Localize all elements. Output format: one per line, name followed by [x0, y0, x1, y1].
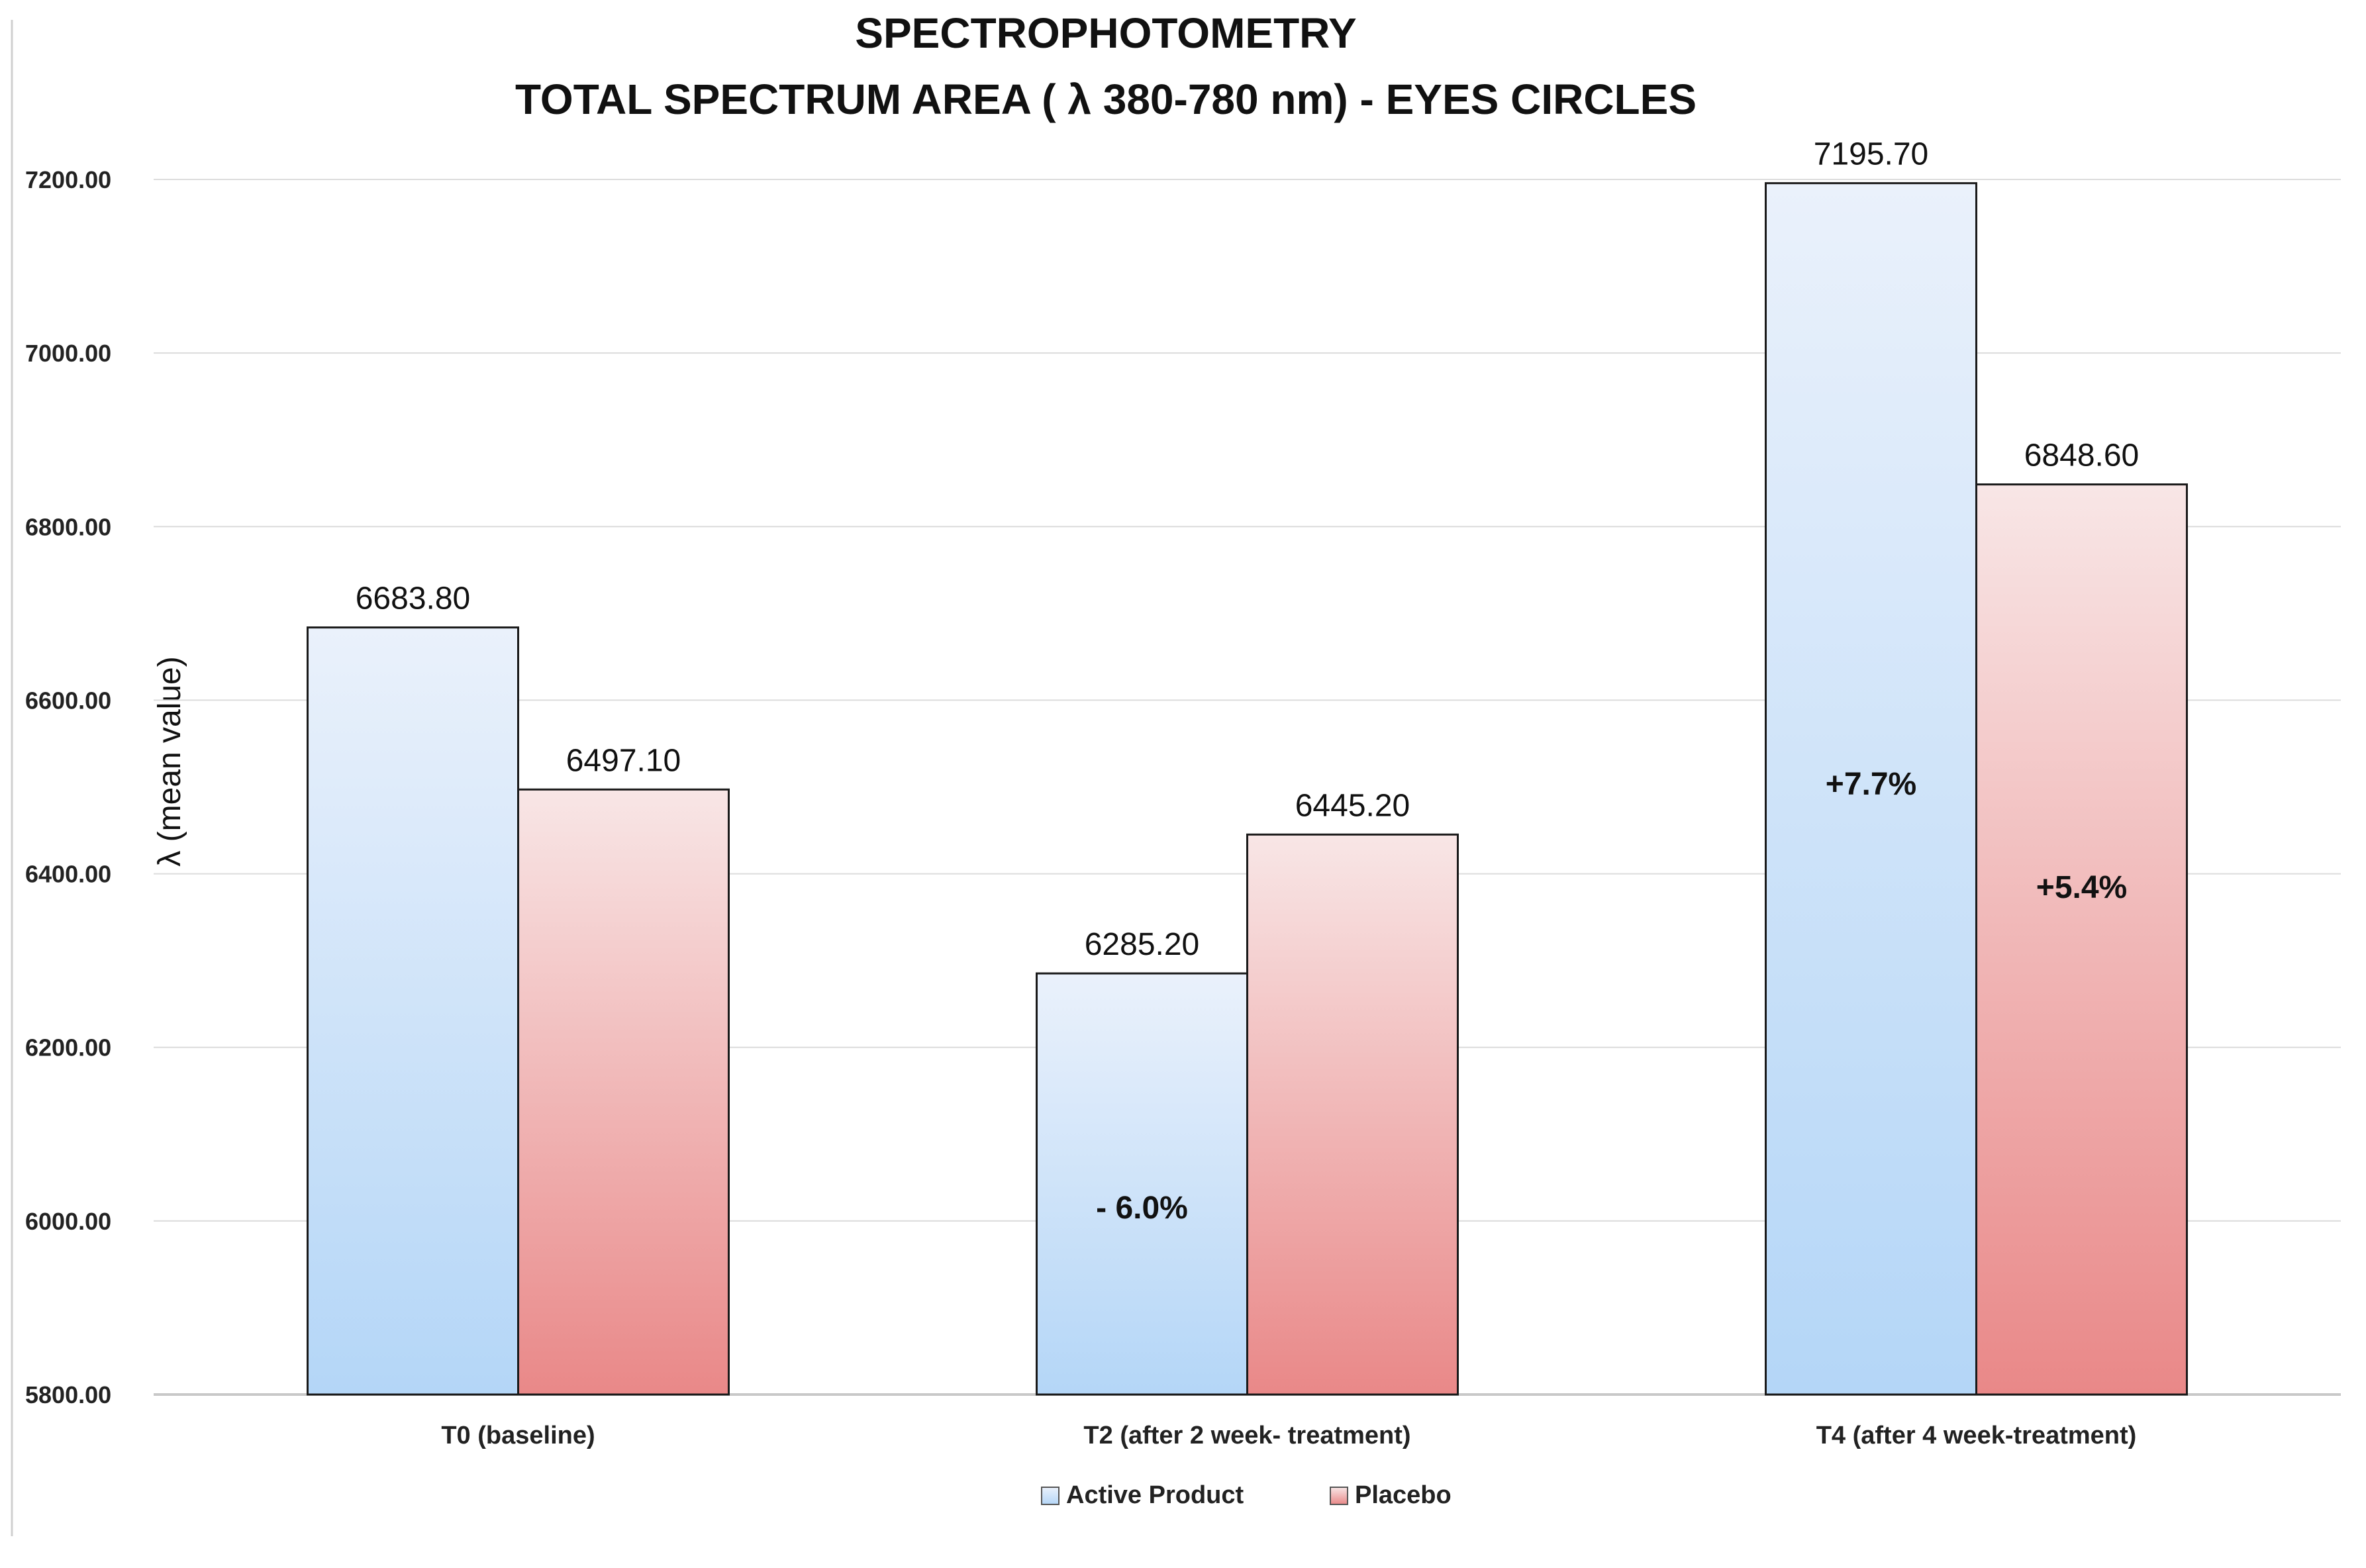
y-tick-label: 6600.00: [25, 687, 111, 714]
legend: Active Product Placebo: [1041, 1481, 1452, 1509]
bar-active-product: [1765, 182, 1977, 1396]
y-tick-label: 6400.00: [25, 861, 111, 888]
x-tick-label: T2 (after 2 week- treatment): [1083, 1422, 1410, 1449]
value-label-placebo: 6497.10: [566, 743, 681, 778]
value-label-active-product: 6285.20: [1085, 927, 1200, 962]
data-labels: 6683.80 6497.10 6285.20 - 6.0% 6445.20 7195.7…: [356, 137, 2140, 1226]
y-axis-ticks: 7200.00 7000.00 6800.00 6600.00 6400.00 6200.…: [25, 166, 111, 1408]
y-tick-label: 6200.00: [25, 1034, 111, 1061]
y-tick-label: 6000.00: [25, 1208, 111, 1235]
x-tick-label: T0 (baseline): [441, 1422, 595, 1449]
percent-change-label: - 6.0%: [1096, 1191, 1188, 1226]
bars: [307, 182, 2188, 1396]
bar-placebo: [517, 788, 730, 1396]
chart-subtitle: TOTAL SPECTRUM AREA ( λ 380-780 nm) - EY…: [515, 75, 1697, 123]
x-tick-label: T4 (after 4 week-treatment): [1816, 1422, 2137, 1449]
percent-change-label: +7.7%: [1826, 767, 1916, 802]
y-tick-label: 5800.00: [25, 1381, 111, 1408]
y-axis-title: λ (mean value): [152, 656, 187, 866]
bar-active-product: [307, 626, 519, 1396]
y-tick-label: 7200.00: [25, 166, 111, 193]
bar-active-product: [1036, 972, 1248, 1396]
legend-swatch-placebo: [1330, 1487, 1348, 1505]
value-label-placebo: 6848.60: [2024, 438, 2140, 473]
legend-label-active-product: Active Product: [1066, 1481, 1244, 1509]
percent-change-label: +5.4%: [2036, 870, 2127, 905]
chart-title: SPECTROPHOTOMETRY: [855, 9, 1356, 57]
legend-swatch-active-product: [1041, 1487, 1060, 1505]
value-label-placebo: 6445.20: [1295, 788, 1410, 823]
value-label-active-product: 6683.80: [356, 581, 471, 616]
legend-label-placebo: Placebo: [1355, 1481, 1452, 1509]
bar-placebo: [1246, 833, 1459, 1396]
value-label-active-product: 7195.70: [1814, 137, 1929, 172]
y-tick-label: 6800.00: [25, 513, 111, 540]
bar-placebo: [1975, 483, 2188, 1396]
x-axis-ticks: T0 (baseline) T2 (after 2 week- treatment…: [441, 1422, 2136, 1449]
y-tick-label: 7000.00: [25, 340, 111, 367]
